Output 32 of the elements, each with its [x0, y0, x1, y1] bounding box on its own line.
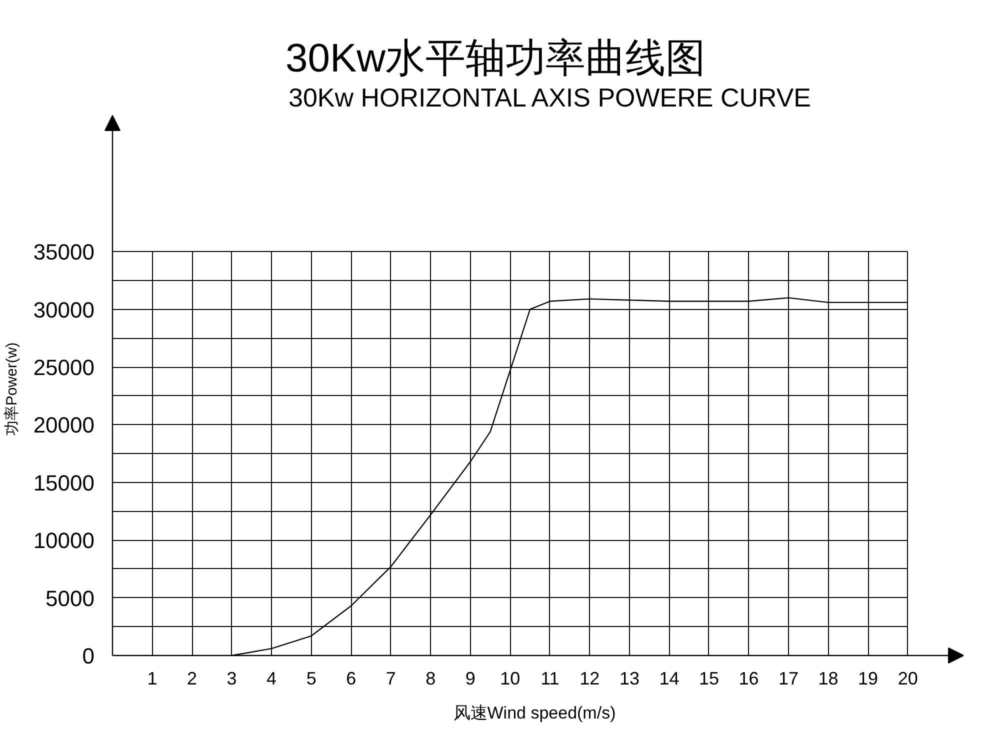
- x-tick-label: 10: [500, 668, 520, 688]
- y-tick-label: 0: [82, 644, 95, 668]
- chart-title: 30Kw水平轴功率曲线图: [286, 36, 706, 80]
- x-tick-label: 17: [778, 668, 799, 688]
- x-tick-label: 15: [698, 668, 720, 688]
- x-tick-label: 7: [386, 668, 396, 688]
- x-tick-label: 3: [226, 668, 237, 688]
- y-tick-label: 10000: [33, 528, 95, 554]
- y-axis-title: 功率Power(w): [3, 342, 20, 436]
- x-tick-label: 19: [858, 668, 878, 688]
- x-tick-label: 5: [306, 668, 316, 688]
- y-tick-label: 35000: [33, 240, 95, 265]
- x-tick-label: 6: [346, 668, 356, 688]
- chart-subtitle: 30Kw HORIZONTAL AXIS POWERE CURVE: [288, 82, 812, 112]
- x-tick-label: 14: [659, 668, 680, 688]
- y-tick-label: 20000: [33, 412, 95, 438]
- x-tick-label: 9: [465, 668, 476, 688]
- y-tick-label: 5000: [46, 586, 95, 611]
- y-tick-label: 15000: [33, 470, 95, 496]
- x-tick-label: 16: [738, 668, 759, 688]
- x-tick-label: 4: [266, 668, 277, 688]
- x-axis-title: 风速Wind speed(m/s): [453, 704, 616, 722]
- x-tick-label: 20: [898, 668, 918, 688]
- x-tick-label: 11: [540, 668, 560, 688]
- x-tick-label: 18: [818, 668, 838, 688]
- x-tick-label: 13: [619, 668, 640, 688]
- y-tick-label: 30000: [33, 297, 95, 322]
- y-tick-label: 25000: [33, 355, 95, 380]
- x-tick-label: 2: [187, 668, 198, 688]
- x-tick-label: 1: [147, 668, 158, 688]
- x-tick-label: 12: [580, 668, 600, 688]
- x-tick-label: 8: [426, 668, 436, 688]
